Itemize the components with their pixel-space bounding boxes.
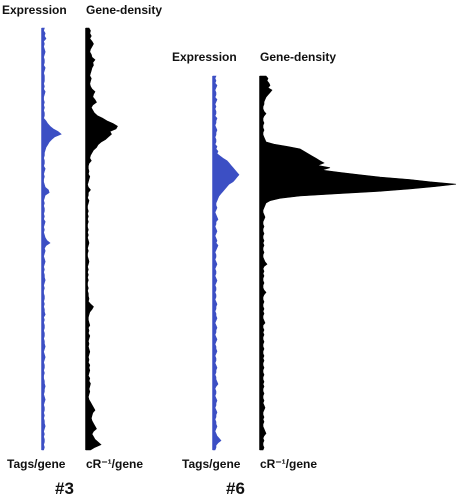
gene-density-profile-6 <box>259 75 457 451</box>
gene-density-profile-3 <box>85 27 118 451</box>
tags-per-gene-label-6: Tags/gene <box>182 457 241 471</box>
expression-profile-6 <box>212 75 240 451</box>
chromosome-label-6: #6 <box>226 479 245 498</box>
expression-title-3: Expression <box>2 3 67 17</box>
cr-per-gene-label-6: cR⁻¹/gene <box>260 457 318 471</box>
gene-density-title-3: Gene-density <box>86 3 163 17</box>
tags-per-gene-label-3: Tags/gene <box>7 457 66 471</box>
gene-density-title-6: Gene-density <box>260 50 337 64</box>
expression-title-6: Expression <box>172 50 237 64</box>
expression-profile-3 <box>41 27 62 451</box>
chromosome-label-3: #3 <box>55 479 74 498</box>
cr-per-gene-label-3: cR⁻¹/gene <box>86 457 144 471</box>
